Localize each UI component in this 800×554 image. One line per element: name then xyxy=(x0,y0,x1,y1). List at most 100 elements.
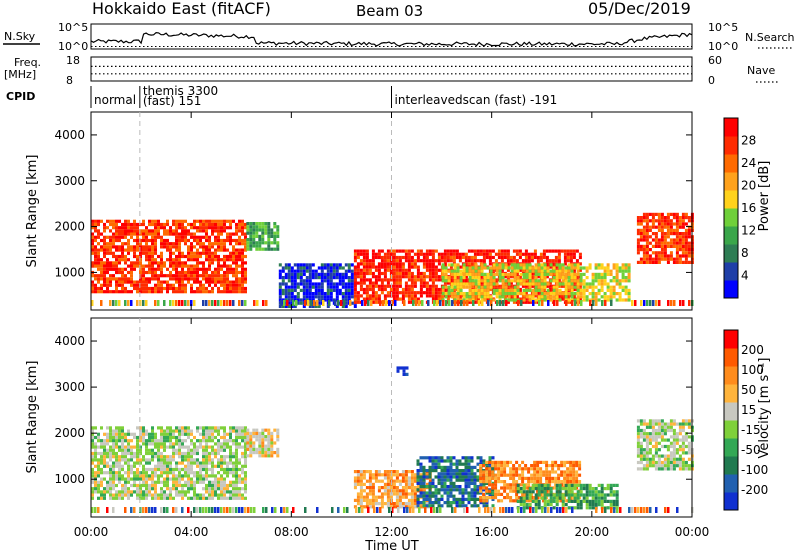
heatmap-cell xyxy=(548,284,552,288)
heatmap-cell xyxy=(326,288,330,292)
heatmap-cell xyxy=(320,279,324,283)
heatmap-cell xyxy=(374,275,378,279)
heatmap-cell xyxy=(564,292,568,296)
heatmap-cell xyxy=(627,292,631,296)
y-tick-label: 1000 xyxy=(54,265,85,279)
heatmap-cell xyxy=(428,275,432,279)
heatmap-cell xyxy=(497,460,501,464)
heatmap-cell xyxy=(398,255,402,260)
heatmap-cell xyxy=(443,465,447,469)
heatmap-cell xyxy=(115,490,118,494)
heatmap-cell xyxy=(175,464,178,468)
heatmap-cell xyxy=(302,295,306,299)
heatmap-cell xyxy=(190,286,193,291)
heatmap-cell xyxy=(136,235,139,239)
heatmap-cell xyxy=(530,259,534,263)
heatmap-cell xyxy=(261,234,265,238)
heatmap-cell xyxy=(109,435,112,440)
heatmap-cell xyxy=(422,252,426,256)
heatmap-cell xyxy=(94,254,97,259)
heatmap-cell xyxy=(428,465,432,469)
heatmap-cell xyxy=(609,279,613,283)
heatmap-cell xyxy=(169,487,172,491)
heatmap-cell xyxy=(305,282,309,286)
heatmap-cell xyxy=(136,445,139,449)
heatmap-cell xyxy=(175,429,178,433)
heatmap-cell xyxy=(521,284,525,288)
heatmap-cell xyxy=(160,258,163,262)
heatmap-cell xyxy=(311,295,315,299)
heatmap-cell xyxy=(205,471,208,475)
heatmap-cell xyxy=(398,262,402,266)
heatmap-cell xyxy=(287,263,291,267)
heatmap-cell xyxy=(229,242,232,246)
heatmap-cell xyxy=(368,268,372,272)
heatmap-cell xyxy=(187,229,190,233)
heatmap-cell xyxy=(181,455,184,459)
heatmap-cell xyxy=(410,492,414,496)
heatmap-cell xyxy=(190,471,193,475)
heatmap-cell xyxy=(654,241,658,245)
heatmap-cell xyxy=(648,260,652,264)
heatmap-cell xyxy=(582,266,586,270)
heatmap-cell xyxy=(94,483,97,488)
heatmap-cell xyxy=(678,241,682,245)
heatmap-cell xyxy=(223,435,226,440)
heatmap-cell xyxy=(187,455,190,459)
heatmap-cell xyxy=(480,266,484,270)
heatmap-cell xyxy=(244,238,247,243)
heatmap-cell xyxy=(127,219,130,223)
heatmap-cell xyxy=(267,225,271,229)
heatmap-cell xyxy=(112,493,115,497)
heatmap-cell xyxy=(160,280,163,284)
heatmap-cell xyxy=(91,455,94,459)
heatmap-cell xyxy=(115,435,118,440)
heatmap-cell xyxy=(196,439,199,443)
heatmap-cell xyxy=(401,505,405,509)
heatmap-cell xyxy=(121,445,124,449)
heatmap-cell xyxy=(362,291,366,295)
heatmap-cell xyxy=(91,490,94,494)
heatmap-cell xyxy=(160,283,163,287)
heatmap-cell xyxy=(232,286,235,291)
heatmap-cell xyxy=(624,279,628,283)
heatmap-cell xyxy=(684,260,688,264)
heatmap-cell xyxy=(139,426,142,430)
heatmap-cell xyxy=(450,269,454,273)
heatmap-cell xyxy=(238,477,241,481)
heatmap-cell xyxy=(229,238,232,243)
heatmap-cell xyxy=(305,266,309,270)
heatmap-cell xyxy=(299,263,303,267)
heatmap-cell xyxy=(395,505,399,509)
heatmap-cell xyxy=(353,482,357,486)
heatmap-cell xyxy=(241,226,244,230)
heatmap-cell xyxy=(246,444,250,448)
heatmap-cell xyxy=(452,469,456,473)
heatmap-cell xyxy=(258,244,262,248)
heatmap-cell xyxy=(211,458,214,462)
heatmap-cell xyxy=(465,266,469,270)
heatmap-cell xyxy=(434,485,438,489)
heatmap-cell xyxy=(507,279,511,283)
heatmap-cell xyxy=(124,267,127,271)
heatmap-cell xyxy=(205,490,208,494)
heatmap-cell xyxy=(365,479,369,483)
heatmap-cell xyxy=(458,252,462,256)
heatmap-cell xyxy=(503,460,507,464)
heatmap-cell xyxy=(473,485,477,489)
heatmap-cell xyxy=(443,249,447,253)
heatmap-cell xyxy=(124,258,127,262)
heatmap-cell xyxy=(449,255,453,260)
heatmap-cell xyxy=(479,456,483,460)
heatmap-cell xyxy=(214,480,217,484)
heatmap-cell xyxy=(600,272,604,276)
heatmap-cell xyxy=(468,285,472,289)
heatmap-cell xyxy=(317,292,321,296)
heatmap-cell xyxy=(464,255,468,260)
heatmap-cell xyxy=(284,266,288,270)
heatmap-cell xyxy=(597,272,601,276)
heatmap-cell xyxy=(244,458,247,462)
heatmap-cell xyxy=(648,248,652,252)
heatmap-cell xyxy=(145,480,148,484)
heatmap-cell xyxy=(542,255,546,260)
